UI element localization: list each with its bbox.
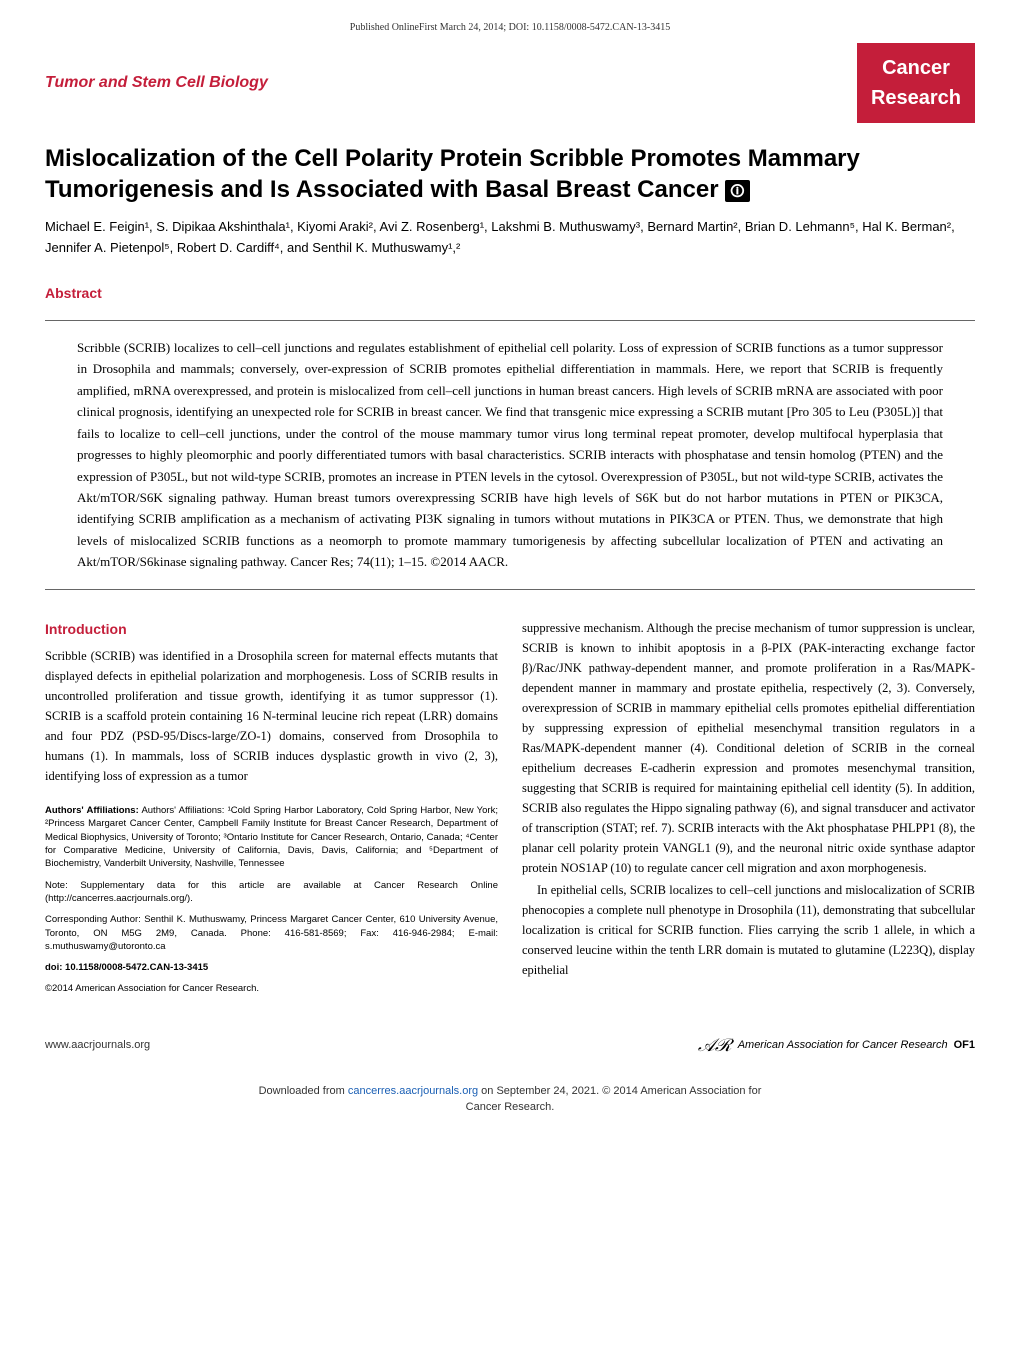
- intro-paragraph-3: In epithelial cells, SCRIB localizes to …: [522, 880, 975, 980]
- download-banner: Downloaded from cancerres.aacrjournals.o…: [45, 1083, 975, 1116]
- page-number: OF1: [954, 1037, 975, 1054]
- footnotes: Authors' Affiliations: Authors' Affiliat…: [45, 804, 498, 996]
- journal-logo-line2: Research: [871, 83, 961, 113]
- abstract-heading: Abstract: [45, 283, 975, 304]
- download-line2: Cancer Research.: [466, 1101, 555, 1113]
- journal-logo-line1: Cancer: [871, 53, 961, 83]
- supplementary-note: Note: Supplementary data for this articl…: [45, 879, 498, 906]
- abstract-section: Abstract Scribble (SCRIB) localizes to c…: [45, 283, 975, 590]
- footer-right: 𝒜ℛ American Association for Cancer Resea…: [698, 1032, 975, 1059]
- left-column: Introduction Scribble (SCRIB) was identi…: [45, 618, 498, 1004]
- footer-url: www.aacrjournals.org: [45, 1037, 150, 1054]
- publication-banner: Published OnlineFirst March 24, 2014; DO…: [45, 20, 975, 35]
- abstract-text: Scribble (SCRIB) localizes to cell–cell …: [45, 337, 975, 573]
- divider: [45, 589, 975, 590]
- divider: [45, 320, 975, 321]
- download-mid: on September 24, 2021. © 2014 American A…: [478, 1085, 761, 1097]
- article-title: Mislocalization of the Cell Polarity Pro…: [45, 143, 975, 205]
- copyright: ©2014 American Association for Cancer Re…: [45, 982, 498, 995]
- page-footer: www.aacrjournals.org 𝒜ℛ American Associa…: [45, 1032, 975, 1059]
- doi: doi: 10.1158/0008-5472.CAN-13-3415: [45, 961, 498, 974]
- aacr-logo-icon: 𝒜ℛ: [698, 1032, 732, 1059]
- journal-bar: Tumor and Stem Cell Biology Cancer Resea…: [45, 43, 975, 123]
- download-prefix: Downloaded from: [259, 1085, 348, 1097]
- intro-paragraph-2: suppressive mechanism. Although the prec…: [522, 618, 975, 878]
- section-title: Tumor and Stem Cell Biology: [45, 71, 268, 95]
- corresponding-author: Corresponding Author: Senthil K. Muthusw…: [45, 913, 498, 953]
- download-link[interactable]: cancerres.aacrjournals.org: [348, 1085, 478, 1097]
- aacr-text: American Association for Cancer Research: [738, 1037, 948, 1054]
- body-columns: Introduction Scribble (SCRIB) was identi…: [45, 618, 975, 1004]
- intro-paragraph-1: Scribble (SCRIB) was identified in a Dro…: [45, 646, 498, 786]
- right-column: suppressive mechanism. Although the prec…: [522, 618, 975, 1004]
- author-list: Michael E. Feigin¹, S. Dipikaa Akshintha…: [45, 217, 975, 259]
- introduction-heading: Introduction: [45, 618, 498, 640]
- affiliations: Authors' Affiliations: Authors' Affiliat…: [45, 804, 498, 870]
- supplement-icon: 🛈: [725, 180, 749, 202]
- journal-logo: Cancer Research: [857, 43, 975, 123]
